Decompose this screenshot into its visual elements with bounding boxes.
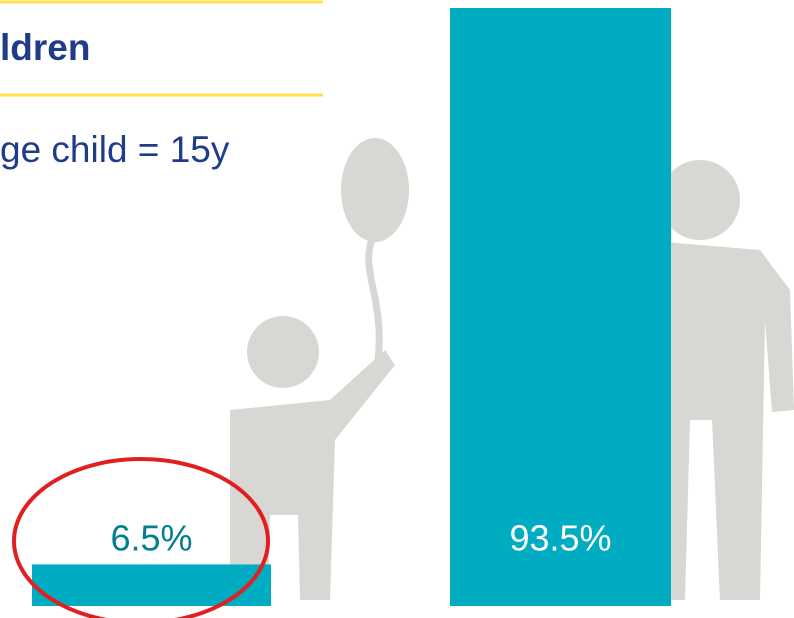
value-label: 6.5%: [110, 518, 192, 559]
bar: [450, 8, 671, 606]
highlight-ring: [12, 457, 270, 618]
title: ldren: [0, 27, 90, 68]
bar: [32, 564, 271, 606]
adult-figure: [640, 160, 794, 600]
child-figure: [230, 138, 409, 600]
value-label: 93.5%: [509, 518, 611, 559]
subtitle: ge child = 15y: [0, 129, 230, 170]
